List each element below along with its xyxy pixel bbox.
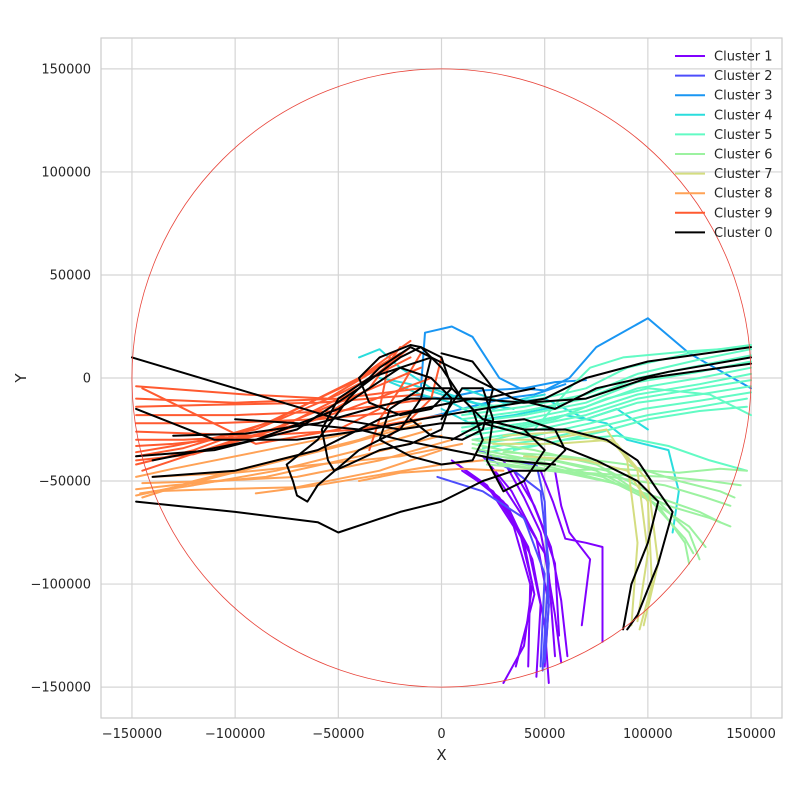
trajectory-line: [481, 397, 748, 450]
series-cluster-0: [131, 344, 752, 631]
legend-label: Cluster 9: [714, 206, 773, 221]
x-tick-label: −150000: [102, 727, 163, 742]
trajectory-line: [461, 372, 752, 433]
legend: Cluster 1 Cluster 2 Cluster 3 Cluster 4 Clus…: [675, 50, 773, 241]
trajectory-line: [523, 480, 561, 637]
trajectory-line: [465, 379, 752, 437]
legend-label: Cluster 8: [714, 187, 773, 202]
trajectory-line: [151, 362, 752, 478]
boundary-circle: [131, 68, 752, 688]
trajectory-line: [502, 387, 752, 431]
trajectory-line: [135, 352, 402, 458]
trajectory-line: [234, 418, 556, 466]
trajectory-line: [502, 430, 660, 627]
y-tick-label: 0: [83, 372, 91, 387]
trajectory-line: [378, 387, 484, 466]
trajectory-line: [477, 391, 752, 445]
trajectory-line: [440, 387, 546, 493]
tick-labels: −150000 −100000 −50000 0 50000 100000 150000 −1…: [30, 62, 775, 742]
legend-label: Cluster 7: [714, 167, 773, 182]
trajectory-line: [135, 393, 422, 408]
boundary-circle-layer: [131, 68, 752, 688]
trajectory-line: [358, 344, 453, 417]
x-tick-label: 150000: [726, 727, 776, 742]
trajectory-line: [502, 451, 736, 499]
trajectory-line: [492, 438, 649, 623]
trajectory-line: [135, 414, 443, 437]
y-tick-label: −100000: [30, 578, 91, 593]
trajectory-line: [436, 475, 546, 668]
series-lines: [131, 317, 752, 684]
y-axis-label: Y: [12, 373, 30, 384]
y-tick-label: 100000: [41, 165, 91, 180]
trajectory-line: [378, 377, 515, 410]
x-tick-label: 0: [437, 727, 445, 742]
legend-label: Cluster 3: [714, 89, 773, 104]
trajectory-line: [151, 442, 464, 478]
series-cluster-1: [450, 455, 604, 684]
trajectory-line: [135, 418, 567, 534]
legend-label: Cluster 0: [714, 226, 773, 241]
series-cluster-9: [135, 339, 443, 472]
legend-label: Cluster 2: [714, 69, 773, 84]
plot-area: [131, 68, 752, 688]
legend-label: Cluster 5: [714, 128, 773, 143]
legend-label: Cluster 1: [714, 50, 773, 65]
x-tick-label: −50000: [312, 727, 364, 742]
trajectory-line: [131, 356, 660, 631]
x-tick-label: −100000: [205, 727, 266, 742]
plot-frame: [100, 37, 783, 719]
legend-label: Cluster 6: [714, 148, 773, 163]
trajectory-line: [141, 356, 391, 445]
x-axis-label: X: [436, 746, 446, 764]
trajectory-line: [151, 356, 752, 462]
x-tick-label: 100000: [623, 727, 673, 742]
trajectory-line: [285, 346, 433, 503]
trajectory-line: [135, 387, 422, 404]
trajectory-line: [512, 434, 748, 472]
trajectory-line: [172, 387, 536, 437]
trajectory-line: [358, 467, 505, 482]
y-tick-label: 150000: [41, 62, 91, 77]
legend-label: Cluster 4: [714, 108, 773, 123]
trajectory-line: [498, 463, 732, 528]
trajectory-line: [523, 455, 653, 631]
y-tick-label: −150000: [30, 681, 91, 696]
y-tick-label: −50000: [39, 475, 91, 490]
y-tick-label: 50000: [50, 268, 91, 283]
trajectory-line: [492, 455, 691, 565]
trajectory-line: [554, 469, 592, 627]
trajectory-line: [135, 366, 381, 400]
trajectory-line: [512, 469, 569, 658]
trajectory-line: [139, 428, 433, 495]
x-tick-label: 50000: [524, 727, 565, 742]
trajectory-line: [409, 352, 495, 441]
